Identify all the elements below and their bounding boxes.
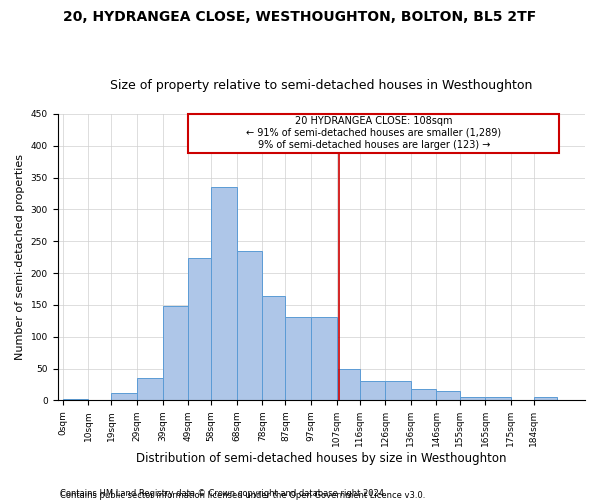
Bar: [311, 317, 337, 400]
Y-axis label: Number of semi-detached properties: Number of semi-detached properties: [15, 154, 25, 360]
Bar: [237, 252, 262, 400]
Text: 20 HYDRANGEA CLOSE: 108sqm: 20 HYDRANGEA CLOSE: 108sqm: [295, 116, 452, 126]
FancyBboxPatch shape: [188, 114, 559, 154]
Bar: [188, 258, 211, 400]
Bar: [211, 187, 237, 400]
Bar: [286, 317, 311, 400]
Bar: [137, 378, 163, 400]
Bar: [111, 392, 137, 400]
Bar: [534, 397, 557, 400]
Text: ← 91% of semi-detached houses are smaller (1,289): ← 91% of semi-detached houses are smalle…: [246, 128, 502, 138]
Bar: [163, 306, 188, 400]
Text: 20, HYDRANGEA CLOSE, WESTHOUGHTON, BOLTON, BL5 2TF: 20, HYDRANGEA CLOSE, WESTHOUGHTON, BOLTO…: [64, 10, 536, 24]
Bar: [262, 296, 286, 401]
Bar: [436, 391, 460, 400]
Text: Contains public sector information licensed under the Open Government Licence v3: Contains public sector information licen…: [60, 491, 425, 500]
X-axis label: Distribution of semi-detached houses by size in Westhoughton: Distribution of semi-detached houses by …: [136, 452, 506, 465]
Title: Size of property relative to semi-detached houses in Westhoughton: Size of property relative to semi-detach…: [110, 79, 532, 92]
Text: 9% of semi-detached houses are larger (123) →: 9% of semi-detached houses are larger (1…: [257, 140, 490, 149]
Bar: [385, 382, 411, 400]
Bar: [485, 396, 511, 400]
Bar: [460, 397, 485, 400]
Text: Contains HM Land Registry data © Crown copyright and database right 2024.: Contains HM Land Registry data © Crown c…: [60, 488, 386, 498]
Bar: [62, 399, 88, 400]
Bar: [337, 369, 359, 400]
Bar: [411, 389, 436, 400]
Bar: [359, 382, 385, 400]
